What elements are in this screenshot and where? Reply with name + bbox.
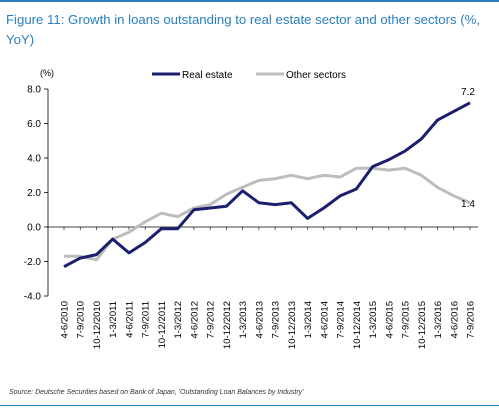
data-point-other-sectors xyxy=(144,221,146,223)
data-point-real-estate xyxy=(323,207,325,209)
y-tick-label: -4.0 xyxy=(24,292,42,303)
y-tick-label: 8.0 xyxy=(27,85,41,96)
data-point-other-sectors xyxy=(79,255,81,257)
data-point-other-sectors xyxy=(306,178,308,180)
data-point-real-estate xyxy=(144,241,146,243)
x-tick-label: 10-12/2013 xyxy=(287,301,298,349)
data-point-other-sectors xyxy=(420,174,422,176)
data-point-other-sectors xyxy=(371,167,373,169)
data-point-real-estate xyxy=(128,252,130,254)
data-point-real-estate xyxy=(241,190,243,192)
x-tick-label: 4-6/2015 xyxy=(384,301,395,339)
y-axis-label: (%) xyxy=(40,68,54,78)
data-point-real-estate xyxy=(160,228,162,230)
x-tick-label: 4-6/2014 xyxy=(319,301,330,339)
y-tick-label: 4.0 xyxy=(27,154,41,165)
data-point-other-sectors xyxy=(355,167,357,169)
series-lines xyxy=(63,101,471,269)
x-tick-label: 7-9/2011 xyxy=(141,301,152,338)
x-tick-label: 4-6/2012 xyxy=(189,301,200,339)
data-point-real-estate xyxy=(339,195,341,197)
x-tick-label: 7-9/2012 xyxy=(206,301,217,339)
data-point-other-sectors xyxy=(112,238,114,240)
data-point-real-estate xyxy=(404,150,406,152)
data-point-other-sectors xyxy=(388,169,390,171)
data-point-other-sectors xyxy=(209,203,211,205)
data-point-other-sectors xyxy=(339,176,341,178)
x-tick-label: 7-9/2014 xyxy=(336,301,347,339)
figure-title: Figure 11: Growth in loans outstanding t… xyxy=(6,12,481,47)
data-point-real-estate xyxy=(258,202,260,204)
data-point-other-sectors xyxy=(95,259,97,261)
data-point-real-estate xyxy=(436,119,438,121)
end-value-label: 1.4 xyxy=(461,199,475,210)
end-annotations: 7.2 1.4 xyxy=(461,87,475,210)
series-line-real-estate xyxy=(63,101,471,269)
data-point-other-sectors xyxy=(258,179,260,181)
y-tick-label: 2.0 xyxy=(27,188,41,199)
data-point-other-sectors xyxy=(225,193,227,195)
x-tick-label: 1-3/2013 xyxy=(238,301,249,339)
y-ticks: 8.0 6.0 4.0 2.0 0.0 -2.0 -4.0 xyxy=(24,85,48,303)
data-point-other-sectors xyxy=(241,186,243,188)
data-point-real-estate xyxy=(63,265,65,267)
data-point-real-estate xyxy=(469,102,471,104)
x-tick-label: 4-6/2013 xyxy=(254,301,265,339)
y-tick-label: 0.0 xyxy=(27,223,41,234)
data-point-real-estate xyxy=(225,205,227,207)
x-tick-label: 4-6/2011 xyxy=(124,301,135,338)
data-point-real-estate xyxy=(388,159,390,161)
data-point-real-estate xyxy=(274,203,276,205)
data-point-other-sectors xyxy=(176,215,178,217)
data-point-other-sectors xyxy=(128,231,130,233)
legend-label-other-sectors: Other sectors xyxy=(286,70,346,81)
x-tick-label: 10-12/2011 xyxy=(157,301,168,348)
x-tick-label: 1-3/2011 xyxy=(108,301,119,338)
x-tick-label: 10-12/2012 xyxy=(222,301,233,349)
data-point-real-estate xyxy=(176,228,178,230)
x-tick-label: 10-12/2010 xyxy=(92,301,103,349)
data-point-real-estate xyxy=(355,188,357,190)
end-value-label: 7.2 xyxy=(461,87,475,98)
x-tick-label: 1-3/2014 xyxy=(303,301,314,339)
data-point-other-sectors xyxy=(436,186,438,188)
data-point-other-sectors xyxy=(63,255,65,257)
top-rule xyxy=(0,0,499,2)
data-point-real-estate xyxy=(420,138,422,140)
x-tick-label: 7-9/2016 xyxy=(466,301,477,339)
data-point-real-estate xyxy=(209,207,211,209)
x-tick-label: 10-12/2014 xyxy=(352,301,363,349)
data-point-real-estate xyxy=(95,253,97,255)
x-tick-label: 7-9/2013 xyxy=(271,301,282,339)
data-point-other-sectors xyxy=(160,212,162,214)
data-point-other-sectors xyxy=(193,207,195,209)
data-point-other-sectors xyxy=(323,174,325,176)
x-tick-label: 7-9/2010 xyxy=(76,301,87,339)
source-note: Source: Deutsche Securities based on Ban… xyxy=(9,389,304,396)
bottom-rule xyxy=(0,405,499,406)
data-point-other-sectors xyxy=(290,174,292,176)
x-tick-label: 1-3/2015 xyxy=(368,301,379,339)
series-line-other-sectors xyxy=(64,166,471,262)
y-tick-label: -2.0 xyxy=(24,257,42,268)
data-point-other-sectors xyxy=(274,178,276,180)
x-tick-label: 4-6/2010 xyxy=(60,301,71,339)
x-tick-label: 4-6/2016 xyxy=(449,301,460,339)
data-point-other-sectors xyxy=(404,167,406,169)
legend-label-real-estate: Real estate xyxy=(182,70,233,81)
x-tick-label: 10-12/2015 xyxy=(417,301,428,349)
y-tick-label: 6.0 xyxy=(27,119,41,130)
legend: Real estate Other sectors xyxy=(152,70,346,81)
x-tick-label: 1-3/2012 xyxy=(173,301,184,339)
data-point-real-estate xyxy=(453,110,455,112)
data-point-real-estate xyxy=(290,202,292,204)
data-point-other-sectors xyxy=(453,195,455,197)
x-tick-label: 1-3/2016 xyxy=(433,301,444,339)
x-ticks: 4-6/2010 7-9/2010 10-12/2010 1-3/2011 4-6/20… xyxy=(60,227,477,349)
x-tick-label: 7-9/2015 xyxy=(401,301,412,339)
data-point-real-estate xyxy=(306,217,308,219)
